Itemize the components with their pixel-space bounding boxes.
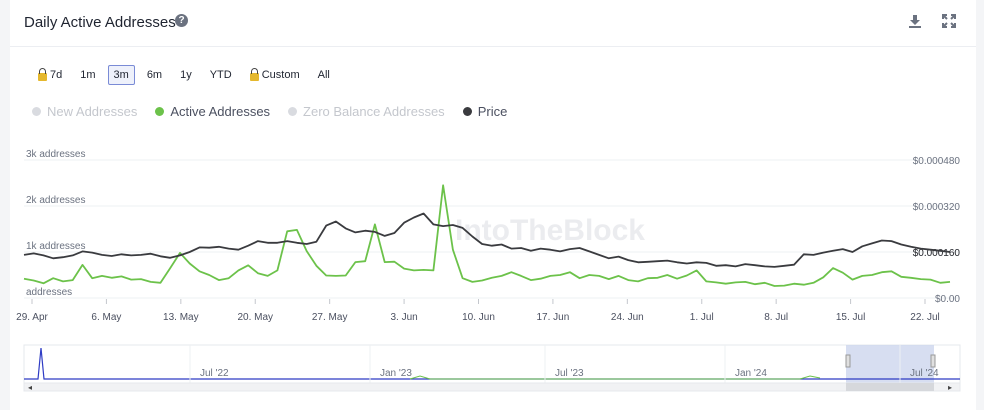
main-chart: IntoTheBlock 3k addresses 2k addresses 1k …: [16, 149, 961, 392]
navigator-selection: [846, 345, 934, 383]
navigator-label: Jan '24: [735, 368, 767, 379]
y-right-tick-label: $0.000320: [913, 202, 961, 213]
navigator-label: Jul '22: [200, 368, 229, 379]
x-tick-label: 24. Jun: [611, 312, 644, 323]
range-button-custom[interactable]: Custom: [244, 65, 306, 85]
expand-icon[interactable]: [942, 14, 956, 32]
range-button-label: 3m: [113, 69, 129, 81]
x-tick-label: 17. Jun: [537, 312, 570, 323]
series-line-price: [23, 212, 951, 268]
y-left-tick-label: 3k addresses: [26, 149, 85, 160]
price-current-label: $0.000160: [913, 248, 961, 259]
legend-item-price[interactable]: Price: [462, 104, 508, 119]
range-selector: 7d 1m 3m 6m 1y YTD Custom All: [32, 65, 336, 85]
watermark: IntoTheBlock: [455, 214, 645, 247]
legend-dot: [462, 107, 472, 116]
x-tick-label: 6. May: [91, 312, 121, 323]
range-button-ytd[interactable]: YTD: [204, 65, 238, 85]
chart-legend: New Addresses Active Addresses Zero Balanc…: [32, 104, 507, 119]
legend-item-zero-balance-addresses[interactable]: Zero Balance Addresses: [288, 104, 445, 119]
navigator-series-green: [409, 375, 821, 380]
scroll-left-arrow: ◂: [28, 383, 32, 392]
range-button-6m[interactable]: 6m: [141, 65, 168, 85]
range-button-3m[interactable]: 3m: [107, 65, 135, 85]
chart-card: Daily Active Addresses ? 7d 1m 3m 6m 1y YTD Cu…: [10, 0, 976, 410]
navigator-label: Jul '24: [910, 368, 939, 379]
navigator-handle-right: [930, 354, 936, 368]
range-button-label: Custom: [261, 69, 300, 81]
legend-label: Active Addresses: [170, 104, 271, 119]
range-button-label: 1m: [80, 69, 96, 81]
navigator-scroll-thumb[interactable]: [846, 383, 934, 391]
range-button-1y[interactable]: 1y: [174, 65, 198, 85]
x-tick-label: 3. Jun: [390, 312, 417, 323]
legend-dot: [32, 107, 41, 116]
y-right-tick-label: $0.00: [935, 294, 960, 305]
x-tick-label: 29. Apr: [16, 312, 48, 323]
x-tick-label: 27. May: [312, 312, 348, 323]
question-circle-icon[interactable]: ?: [175, 14, 188, 27]
header-divider: [10, 46, 976, 47]
lock-icon: [249, 67, 259, 81]
lock-icon: [38, 67, 47, 81]
range-button-label: All: [317, 69, 330, 81]
legend-label: Price: [477, 104, 508, 119]
navigator-frame: [23, 344, 961, 384]
download-icon[interactable]: [908, 14, 922, 33]
legend-label: New Addresses: [47, 104, 138, 119]
chart-title: Daily Active Addresses: [24, 14, 176, 31]
range-button-label: 7d: [50, 69, 63, 81]
x-tick-label: 10. Jun: [462, 312, 495, 323]
y-left-tick-label: 1k addresses: [26, 241, 85, 252]
range-button-label: 1y: [180, 69, 192, 81]
legend-dot: [155, 107, 165, 116]
range-button-label: 6m: [146, 69, 163, 81]
range-button-7d[interactable]: 7d: [32, 65, 68, 85]
x-tick-label: 8. Jul: [764, 312, 788, 323]
x-tick-label: 20. May: [237, 312, 273, 323]
range-button-label: YTD: [209, 69, 232, 81]
y-right-tick-label: $0.000480: [913, 156, 961, 167]
scroll-right-arrow: ▸: [948, 383, 952, 392]
range-button-1m[interactable]: 1m: [74, 65, 101, 85]
x-tick-label: 15. Jul: [836, 312, 865, 323]
x-tick-label: 13. May: [163, 312, 199, 323]
legend-item-new-addresses[interactable]: New Addresses: [32, 104, 137, 119]
legend-item-active-addresses[interactable]: Active Addresses: [155, 104, 270, 119]
navigator-handle-left: [845, 354, 851, 368]
navigator-series-line: [24, 347, 960, 380]
navigator-label: Jul '23: [555, 368, 584, 379]
legend-dot: [288, 107, 298, 116]
x-tick-label: 1. Jul: [690, 312, 714, 323]
navigator-scrollbar: [23, 382, 961, 392]
range-button-all[interactable]: All: [312, 65, 336, 85]
legend-label: Zero Balance Addresses: [303, 104, 445, 119]
y-left-tick-label: addresses: [26, 287, 72, 298]
navigator-label: Jan '23: [380, 368, 412, 379]
y-left-tick-label: 2k addresses: [26, 195, 85, 206]
x-tick-label: 22. Jul: [910, 312, 939, 323]
y-right-tick-label: $0.000160: [913, 248, 961, 259]
